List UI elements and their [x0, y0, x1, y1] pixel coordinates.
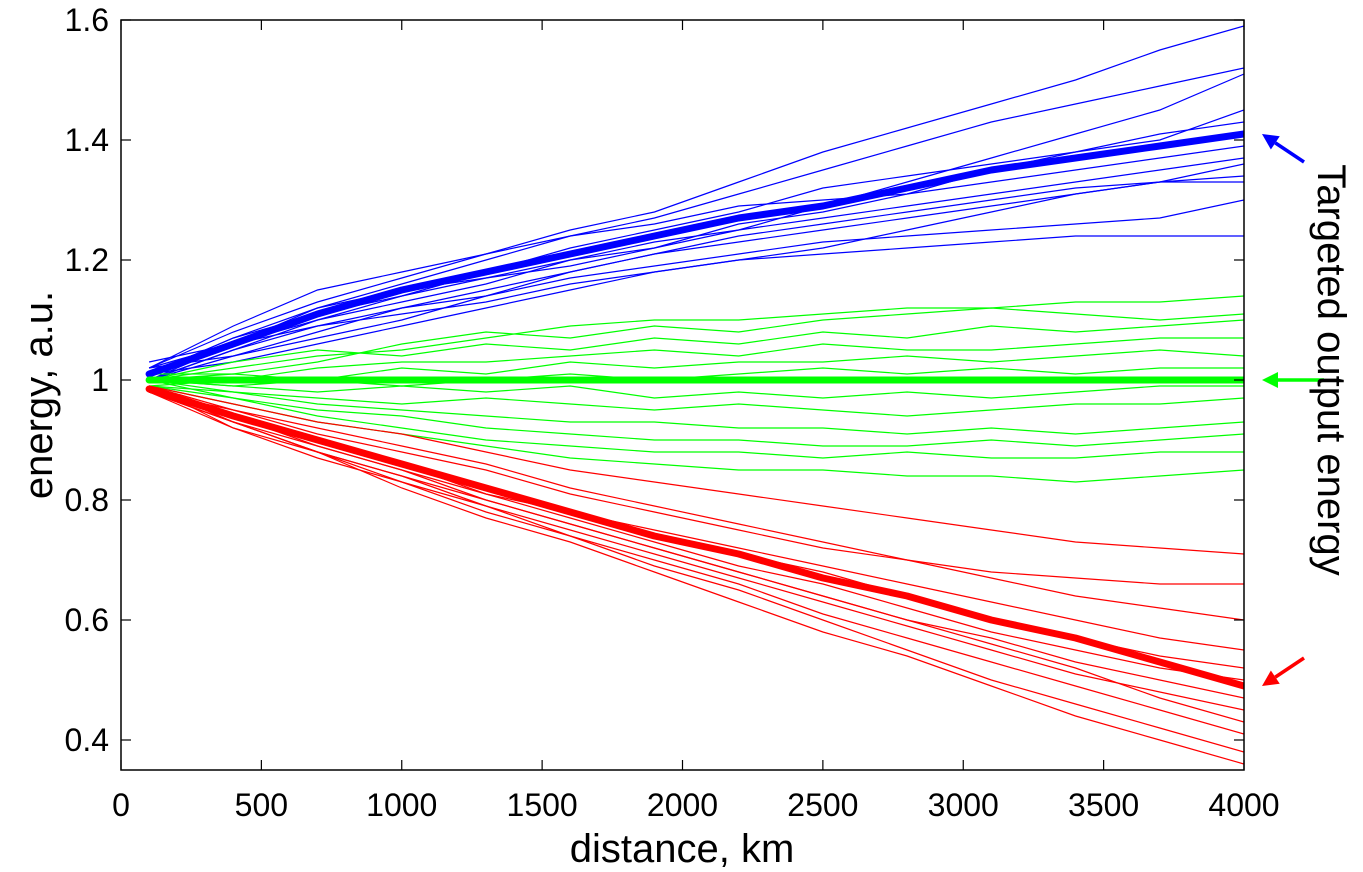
realization-line-1-1: [149, 307, 1244, 375]
realization-line-2-8: [148, 385, 1244, 723]
realization-line-0-7: [148, 145, 1244, 369]
mean-line-2: [145, 385, 1244, 690]
realization-line-0-8: [148, 163, 1244, 381]
target-arrow-0: [1262, 134, 1305, 164]
x-axis-title: distance, km: [570, 827, 795, 871]
target-arrow-2: [1262, 656, 1305, 686]
realization-line-0-4: [148, 199, 1244, 381]
mean-lines: [145, 130, 1244, 690]
y-tick-label: 1.2: [65, 242, 109, 278]
realization-line-0-5: [148, 109, 1244, 369]
x-tick-label: 2000: [647, 787, 718, 823]
mean-line-0: [145, 130, 1244, 378]
x-tick-label: 3500: [1068, 787, 1139, 823]
y-tick-label: 1: [91, 362, 109, 398]
realization-line-2-10: [148, 385, 1244, 753]
target-arrow-1: [1262, 372, 1324, 388]
y-tick-label: 0.8: [65, 482, 109, 518]
y-tick-label: 1.4: [65, 122, 109, 158]
target-arrows: [1262, 134, 1324, 686]
realization-line-2-9: [148, 391, 1244, 735]
realization-line-0-10: [149, 181, 1244, 369]
realization-line-0-0: [148, 25, 1244, 369]
x-tick-label: 1000: [366, 787, 437, 823]
targeted-output-energy-label: Targeted output energy: [1309, 164, 1353, 575]
y-tick-label: 0.6: [65, 602, 109, 638]
realization-line-1-8: [149, 379, 1244, 435]
realization-line-1-0: [149, 295, 1244, 381]
realization-line-2-0: [148, 385, 1244, 555]
x-tick-label: 1500: [507, 787, 578, 823]
realization-line-0-3: [148, 175, 1244, 363]
y-tick-label: 1.6: [65, 2, 109, 38]
realization-line-2-7: [148, 391, 1244, 711]
realization-line-2-1: [148, 391, 1244, 585]
realization-line-1-10: [148, 379, 1244, 459]
y-tick-label: 0.4: [65, 722, 109, 758]
realization-line-0-11: [148, 73, 1244, 381]
x-tick-label: 500: [235, 787, 288, 823]
x-tick-label: 0: [112, 787, 130, 823]
realization-line-1-3: [149, 337, 1244, 387]
realization-line-2-2: [148, 385, 1244, 621]
x-tick-label: 2500: [787, 787, 858, 823]
x-tick-label: 4000: [1208, 787, 1279, 823]
realization-line-0-1: [148, 67, 1244, 375]
realization-line-2-11: [148, 391, 1244, 765]
axis-ticks: 0 500 1000 1500 2000 2500 3000 3500 4000 0.4 0.6 0.…: [65, 2, 1280, 823]
plot-area: [121, 20, 1244, 770]
realization-line-1-9: [149, 385, 1244, 447]
realization-line-1-7: [149, 385, 1244, 417]
y-axis-title: energy, a.u.: [17, 291, 61, 499]
x-tick-label: 3000: [928, 787, 999, 823]
realization-line-1-2: [148, 319, 1244, 381]
realization-line-1-6: [149, 379, 1244, 399]
